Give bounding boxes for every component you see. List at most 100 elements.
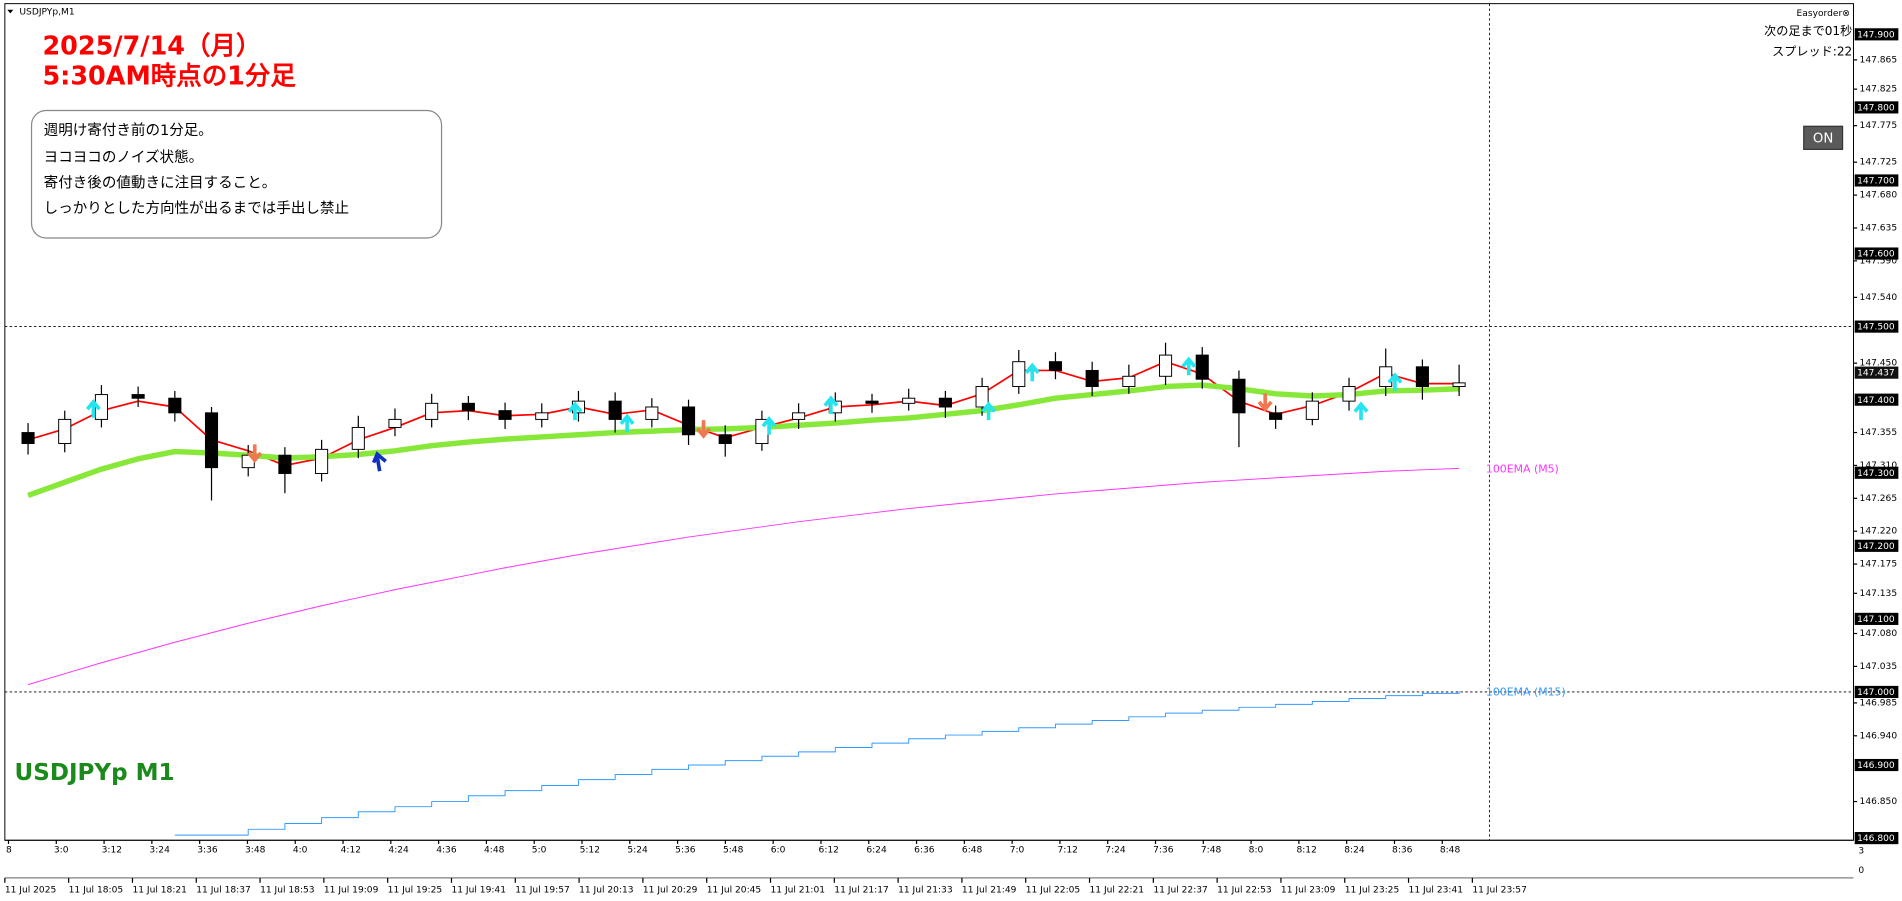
x-tick-label: 5:12 xyxy=(580,845,600,855)
price-level-box xyxy=(1854,247,1899,260)
note-line: ヨコヨコのノイズ状態。 xyxy=(44,149,204,166)
signal-arrows xyxy=(85,356,1403,472)
x-tick-label: 7:36 xyxy=(1153,845,1174,855)
buy-arrow xyxy=(619,413,635,433)
y-tick-label: 147.725 xyxy=(1860,158,1898,168)
candle-body xyxy=(1305,400,1319,420)
date-label: 11 Jul 19:41 xyxy=(451,886,506,896)
x-tick-label: 3:24 xyxy=(149,845,170,855)
x-tick-label: 8:0 xyxy=(1249,845,1264,855)
y-tick-label: 146.940 xyxy=(1860,731,1898,741)
buy-arrow xyxy=(761,416,777,435)
x-tick-label: 7:0 xyxy=(1010,845,1025,855)
date-label: 11 Jul 18:21 xyxy=(132,886,187,896)
note-line: 週明け寄付き前の1分足。 xyxy=(44,121,213,139)
note-line: しっかりとした方向性が出るまでは手出し禁止 xyxy=(44,200,349,217)
indicator-label: 100EMA (M15) xyxy=(1486,685,1566,698)
price-level-box xyxy=(1854,174,1899,187)
sell-arrow xyxy=(696,420,712,439)
on-button[interactable] xyxy=(1803,125,1844,150)
date-label: 11 Jul 22:53 xyxy=(1217,886,1272,896)
price-level-box xyxy=(1854,685,1899,699)
candle-body xyxy=(681,406,696,436)
y-tick-label: 147.080 xyxy=(1860,629,1898,639)
price-level-label: 147.900 xyxy=(1857,30,1895,40)
x-tick-label: 5:36 xyxy=(675,845,696,855)
countdown: 次の足まで01秒 xyxy=(1764,24,1852,38)
date-label: 11 Jul 23:57 xyxy=(1472,886,1527,896)
price-level-box xyxy=(1854,28,1899,41)
price-level-label: 147.800 xyxy=(1857,104,1895,114)
y-tick-label: 147.825 xyxy=(1860,85,1898,95)
x-tick-label: 5:48 xyxy=(723,845,744,855)
candle-body xyxy=(425,402,439,420)
price-level-label: 147.200 xyxy=(1857,542,1895,552)
y-tick-label: 147.220 xyxy=(1860,527,1898,537)
plot-layer xyxy=(4,326,1854,836)
indicator-line xyxy=(174,691,1460,836)
candle-body xyxy=(1012,361,1026,388)
x-tick-label: 4:0 xyxy=(293,845,308,855)
x-tick-label: 6:48 xyxy=(962,845,983,855)
x-tick-label: 6:0 xyxy=(771,845,786,855)
y-tick-label: 147.310 xyxy=(1860,461,1898,471)
signal-arrow xyxy=(371,451,387,472)
y-tick-label: 147.355 xyxy=(1860,428,1898,438)
sell-arrow xyxy=(247,444,263,464)
indicator-line xyxy=(27,382,1460,498)
date-label: 11 Jul 20:45 xyxy=(707,886,762,896)
indicator-tick-label: 0 xyxy=(1858,866,1864,876)
candle-body xyxy=(1159,354,1173,377)
price-level-box xyxy=(1854,832,1899,845)
x-tick-label: 8:48 xyxy=(1440,845,1461,855)
y-tick-label: 147.540 xyxy=(1860,293,1898,303)
y-tick-label: 147.135 xyxy=(1860,589,1898,599)
price-level-box xyxy=(1854,320,1899,333)
on-button-label[interactable]: ON xyxy=(1813,131,1833,146)
price-level-label: 147.600 xyxy=(1857,250,1895,260)
candle-body xyxy=(865,400,879,404)
date-label: 11 Jul 21:01 xyxy=(771,886,826,896)
buy-arrow xyxy=(1181,356,1197,376)
candle-body xyxy=(388,418,402,428)
x-tick-label: 4:48 xyxy=(484,845,505,855)
candle-body xyxy=(131,394,145,399)
date-label: 11 Jul 21:49 xyxy=(962,886,1017,896)
x-tick-label: 7:48 xyxy=(1201,845,1222,855)
y-tick-label: 146.985 xyxy=(1860,698,1898,708)
price-level-box xyxy=(1854,101,1899,114)
price-level-box xyxy=(1854,758,1899,772)
y-tick-label: 147.865 xyxy=(1860,55,1898,65)
price-level-label: 147.000 xyxy=(1857,688,1895,698)
indicator-label: 100EMA (M5) xyxy=(1486,463,1559,476)
current-price-box xyxy=(1854,366,1899,379)
x-tick-label: 8:36 xyxy=(1392,845,1413,855)
candle-body xyxy=(58,418,72,445)
date-label: 11 Jul 19:57 xyxy=(515,886,570,896)
y-tick-label: 147.590 xyxy=(1860,256,1898,266)
x-tick-label: 6:12 xyxy=(819,845,839,855)
x-tick-label: 6:36 xyxy=(914,845,935,855)
price-level-box xyxy=(1854,612,1899,625)
candle-body xyxy=(1269,412,1283,420)
date-label: 11 Jul 18:37 xyxy=(196,886,251,896)
note-box xyxy=(30,109,443,239)
x-tick-label: 8:12 xyxy=(1296,845,1316,855)
candle-body xyxy=(21,432,35,445)
price-level-label: 147.100 xyxy=(1857,615,1895,625)
y-tick-label: 147.680 xyxy=(1860,191,1898,201)
y-tick-label: 147.175 xyxy=(1860,560,1898,570)
menu-arrow[interactable] xyxy=(7,9,14,14)
current-price-label: 147.437 xyxy=(1857,369,1895,379)
y-tick-label: 147.035 xyxy=(1860,662,1898,672)
panel-title[interactable]: Easyorder⊗ xyxy=(1797,9,1850,19)
heading-line: 2025/7/14（月） xyxy=(42,31,261,61)
date-label: 11 Jul 21:17 xyxy=(834,886,889,896)
y-tick-label: 147.775 xyxy=(1860,121,1898,131)
buy-arrow xyxy=(1353,401,1369,421)
x-tick-label: 3:36 xyxy=(197,845,218,855)
watermark: USDJPYp M1 xyxy=(15,760,175,786)
y-tick-label: 147.450 xyxy=(1860,359,1898,369)
x-tick-label: 7:24 xyxy=(1105,845,1126,855)
